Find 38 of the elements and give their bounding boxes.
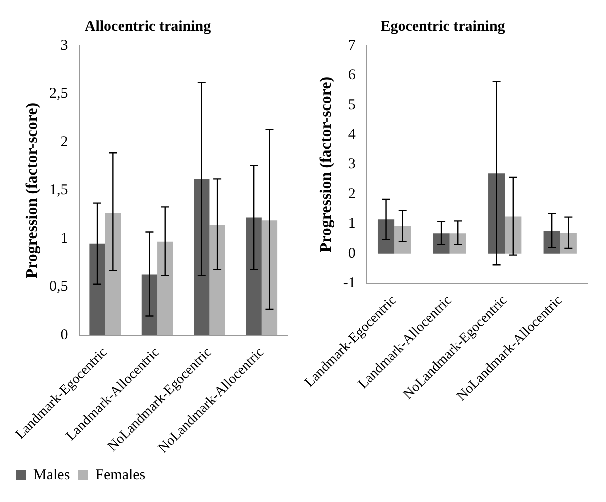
y-tick-label: 2 (348, 186, 356, 202)
bar (90, 244, 106, 336)
y-tick-label: 3 (60, 38, 68, 54)
bar (505, 216, 522, 254)
y-tick-label: 0 (348, 246, 356, 262)
y-tick-label: 2 (60, 134, 68, 150)
bar (246, 218, 262, 336)
bar (488, 174, 506, 254)
y-axis-title: Progression (factor-score) (24, 102, 42, 279)
y-tick-label: 1 (348, 216, 356, 232)
y-tick-label: 3 (348, 156, 356, 173)
y-tick-label: 6 (348, 68, 356, 84)
bar (378, 220, 395, 254)
bar (433, 234, 450, 254)
y-tick-label: 7 (348, 38, 356, 54)
y-tick-label: -1 (343, 275, 356, 292)
bar (560, 233, 577, 254)
bar (394, 226, 412, 254)
y-tick-label: 1,5 (50, 182, 68, 199)
bar (142, 274, 158, 336)
bar (544, 232, 560, 254)
chart-title: Allocentric training (84, 18, 212, 35)
legend-label: Males (34, 467, 70, 484)
y-tick-label: 5 (348, 97, 356, 114)
chart-title: Egocentric training (380, 18, 506, 35)
y-tick-label: 0 (60, 327, 68, 344)
bar (262, 220, 278, 336)
legend-label: Females (96, 467, 146, 484)
y-axis-title: Progression (factor-score) (318, 76, 335, 253)
y-tick-label: 2,5 (50, 86, 68, 102)
y-tick-label: 4 (348, 127, 356, 144)
bar (450, 234, 466, 254)
y-tick-label: 1 (60, 230, 68, 247)
bar (194, 179, 210, 336)
bar (105, 212, 122, 336)
bar (158, 242, 174, 336)
bar (210, 226, 226, 336)
y-tick-label: 0,5 (50, 279, 68, 296)
